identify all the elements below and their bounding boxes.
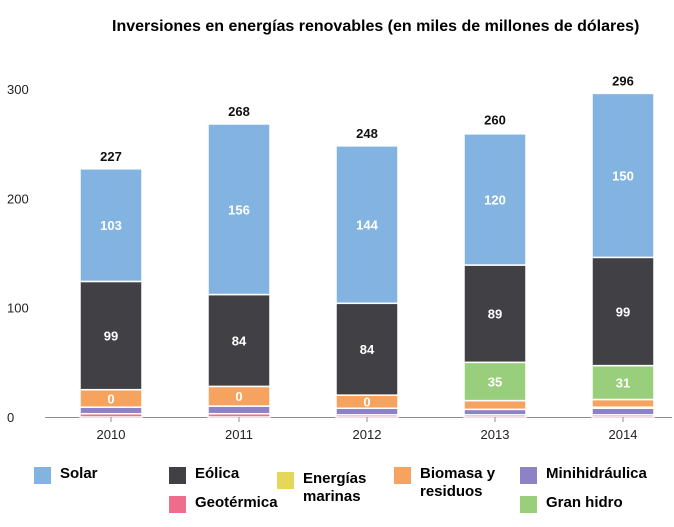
data-label: 150 [612, 168, 634, 183]
data-label: 99 [104, 329, 118, 344]
legend-swatch-eolica [169, 467, 186, 484]
legend-swatch-biomasa [394, 467, 411, 484]
legend-swatch-minihidraulica [520, 467, 537, 484]
data-label: 84 [232, 333, 247, 348]
bar-segment [79, 168, 143, 283]
bar-segment [591, 398, 655, 408]
bar-segment [591, 92, 655, 259]
bar-segment [79, 406, 143, 415]
data-label: 0 [235, 389, 242, 404]
bar-segment [463, 361, 527, 402]
legend-item-biomasa: Biomasa y residuos [394, 465, 510, 501]
legend-item-geotermica: Geotérmica [169, 494, 278, 513]
legend-item-energias-marinas: Energías marinas [277, 470, 383, 506]
total-label: 260 [484, 113, 506, 128]
x-tick-label: 2014 [609, 427, 638, 442]
bar-segment [463, 399, 527, 411]
data-label: 144 [356, 218, 378, 233]
bar-segment [207, 123, 271, 296]
legend-item-solar: Solar [34, 465, 98, 484]
data-label: 89 [488, 307, 502, 322]
y-tick-label: 0 [7, 410, 14, 425]
x-tick-label: 2012 [353, 427, 382, 442]
legend-label-gran-hidro: Gran hidro [546, 494, 623, 511]
total-label: 268 [228, 104, 250, 119]
bar-segment [335, 145, 399, 305]
y-tick-label: 300 [7, 82, 29, 97]
legend-swatch-energias-marinas [277, 472, 294, 489]
legend-label-solar: Solar [60, 465, 98, 482]
data-label: 84 [360, 342, 375, 357]
y-tick-label: 100 [7, 301, 29, 316]
total-label: 248 [356, 126, 378, 141]
bar-segment [591, 407, 655, 416]
bar-segment [463, 264, 527, 364]
x-tick-label: 2010 [97, 427, 126, 442]
x-tick-label: 2013 [481, 427, 510, 442]
bar-segment [463, 408, 527, 416]
bar-segment [335, 302, 399, 396]
legend-swatch-gran-hidro [520, 496, 537, 513]
bar-segment [207, 405, 271, 415]
bar-segment [207, 293, 271, 388]
data-label: 120 [484, 192, 506, 207]
bar-segment [463, 133, 527, 266]
total-label: 296 [612, 73, 634, 88]
x-tick-label: 2011 [225, 427, 253, 442]
data-label: 35 [488, 374, 502, 389]
bar-chart: 0 100 200 300 0 99 103 227 2010 0 84 156 268 2011 0 84 1… [7, 73, 672, 442]
legend-label-energias-marinas: Energías marinas [303, 470, 367, 505]
total-label: 227 [100, 149, 122, 164]
data-label: 156 [228, 202, 250, 217]
legend-swatch-geotermica [169, 496, 186, 513]
legend-item-eolica: Eólica [169, 465, 239, 484]
legend-label-geotermica: Geotérmica [195, 494, 278, 511]
legend-label-biomasa: Biomasa y residuos [420, 465, 496, 500]
legend-label-eolica: Eólica [195, 465, 240, 482]
legend-item-minihidraulica: Minihidráulica [520, 465, 647, 484]
legend-item-gran-hidro: Gran hidro [520, 494, 623, 513]
data-label: 0 [107, 391, 114, 406]
legend-label-minihidraulica: Minihidráulica [546, 465, 647, 482]
data-label: 103 [100, 218, 122, 233]
data-label: 0 [363, 395, 370, 410]
data-label: 31 [616, 376, 630, 391]
data-label: 99 [616, 304, 630, 319]
legend-swatch-solar [34, 467, 51, 484]
chart-title: Inversiones en energías renovables (en m… [112, 18, 640, 35]
y-tick-label: 200 [7, 191, 29, 206]
